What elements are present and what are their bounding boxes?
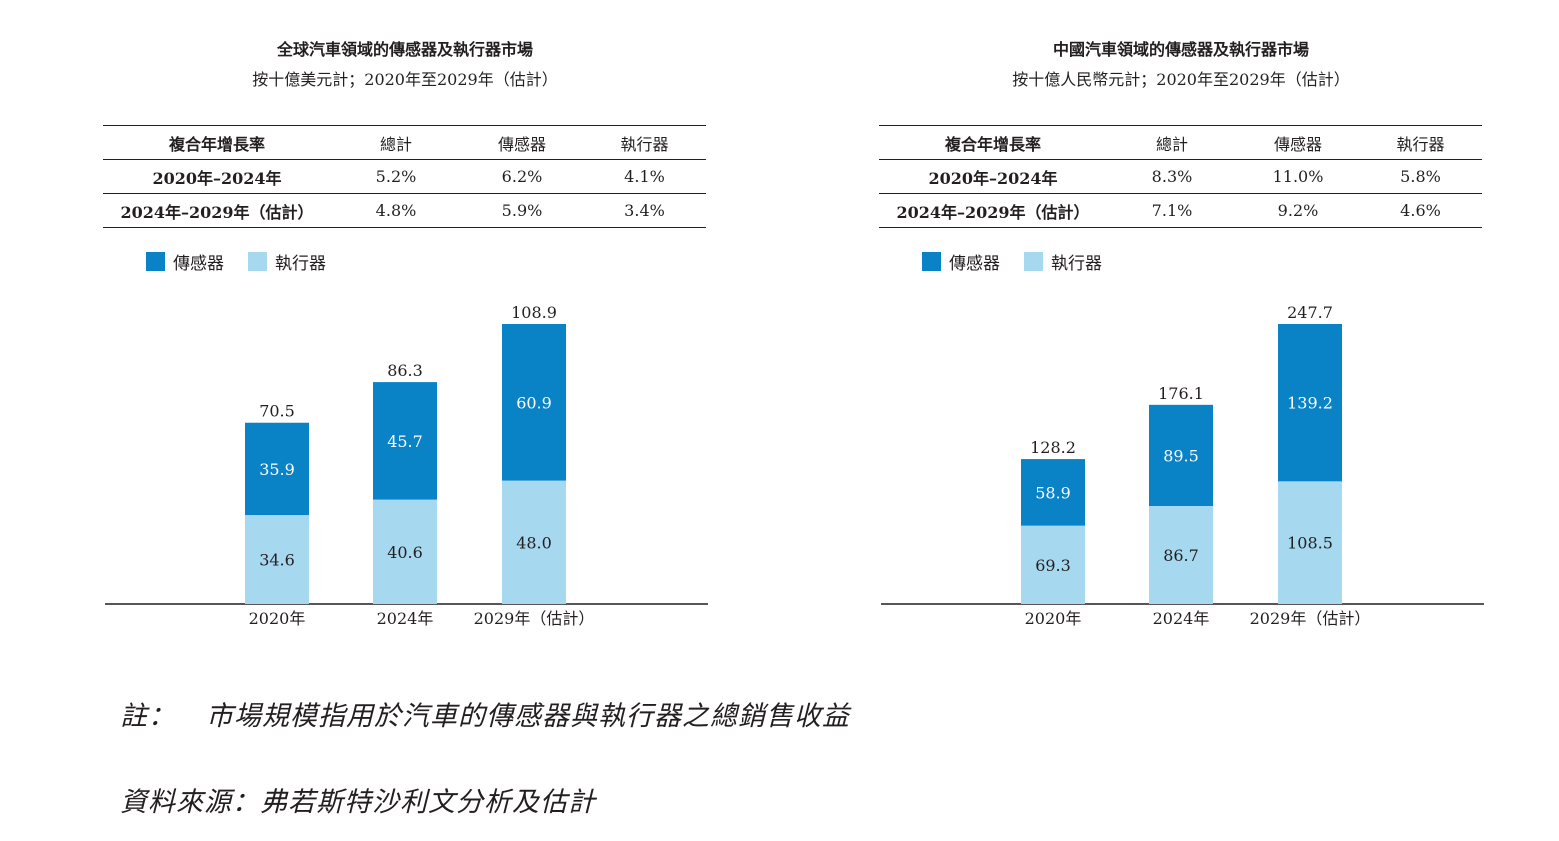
table-cell: 4.8% — [331, 193, 461, 228]
legend-item-actuator: 執行器 — [248, 249, 326, 274]
table-header: 執行器 — [1359, 125, 1482, 160]
bar-total-label: 128.2 — [1030, 438, 1076, 457]
footnote-text: 市場規模指用於汽車的傳感器與執行器之總銷售收益 — [206, 701, 850, 732]
table-header: 複合年增長率 — [103, 125, 331, 160]
bar-actuator — [245, 515, 309, 604]
bar-sensor — [373, 382, 437, 500]
table-row: 2024年–2029年（估計） 7.1% 9.2% 4.6% — [879, 193, 1482, 228]
bar-actuator — [1278, 481, 1342, 604]
legend-item-sensor: 傳感器 — [922, 249, 1000, 274]
bar-actuator — [1149, 505, 1213, 604]
table-header: 總計 — [331, 125, 461, 160]
bar-label-sensor: 139.2 — [1287, 394, 1333, 413]
bar-label-actuator: 48.0 — [516, 533, 552, 552]
chart-title: 中國汽車領域的傳感器及執行器市場 — [1052, 40, 1309, 59]
table-cell: 6.2% — [461, 159, 583, 194]
x-tick-label: 2024年 — [377, 609, 434, 628]
bar-total-label: 86.3 — [387, 361, 423, 380]
bar-label-actuator: 34.6 — [259, 551, 295, 570]
table-cell: 5.8% — [1359, 159, 1482, 194]
table-cell: 11.0% — [1237, 159, 1359, 194]
bar-sensor — [502, 324, 566, 481]
chart-subtitle: 按十億人民幣元計；2020年至2029年（估計） — [1012, 70, 1350, 89]
table-row: 2024年–2029年（估計） 4.8% 5.9% 3.4% — [103, 193, 706, 228]
bar-total-label: 108.9 — [511, 303, 557, 322]
table-header: 複合年增長率 — [879, 125, 1107, 160]
table-cell: 2020年–2024年 — [879, 159, 1107, 194]
table-header-row: 複合年增長率 總計 傳感器 執行器 — [879, 125, 1482, 160]
legend-label: 傳感器 — [173, 254, 224, 274]
table-cell: 7.1% — [1107, 193, 1237, 228]
chart-title: 全球汽車領域的傳感器及執行器市場 — [276, 40, 533, 59]
bar-sensor — [1149, 404, 1213, 506]
legend-swatch-actuator — [248, 252, 267, 271]
bar-label-actuator: 40.6 — [387, 543, 423, 562]
table-header: 傳感器 — [461, 125, 583, 160]
cagr-table: 複合年增長率 總計 傳感器 執行器 2020年–2024年 5.2% 6.2% … — [103, 125, 706, 228]
x-tick-label: 2020年 — [249, 609, 306, 628]
legend-label: 執行器 — [275, 254, 326, 274]
chart-subtitle: 按十億美元計；2020年至2029年（估計） — [252, 70, 558, 89]
bar-label-actuator: 86.7 — [1163, 546, 1199, 565]
x-tick-label: 2024年 — [1153, 609, 1210, 628]
bar-actuator — [502, 480, 566, 604]
table-cell: 2020年–2024年 — [103, 159, 331, 194]
table-cell: 4.1% — [583, 159, 706, 194]
legend-swatch-actuator — [1024, 252, 1043, 271]
x-tick-label: 2029年（估計） — [474, 609, 595, 628]
table-cell: 4.6% — [1359, 193, 1482, 228]
bar-label-sensor: 35.9 — [259, 460, 295, 479]
bar-sensor — [1021, 459, 1085, 526]
bar-total-label: 247.7 — [1287, 303, 1333, 322]
chart-legend: 傳感器 執行器 — [922, 249, 1126, 274]
table-row: 2020年–2024年 8.3% 11.0% 5.8% — [879, 159, 1482, 194]
bar-total-label: 70.5 — [259, 402, 295, 421]
china-market-panel: 中國汽車領域的傳感器及執行器市場 按十億人民幣元計；2020年至2029年（估計… — [876, 0, 1486, 640]
footnote: 註： 市場規模指用於汽車的傳感器與執行器之總銷售收益 — [120, 694, 850, 733]
legend-swatch-sensor — [146, 252, 165, 271]
bar-actuator — [1021, 525, 1085, 604]
bar-sensor — [245, 422, 309, 516]
chart-legend: 傳感器 執行器 — [146, 249, 350, 274]
x-tick-label: 2029年（估計） — [1250, 609, 1371, 628]
legend-swatch-sensor — [922, 252, 941, 271]
table-cell: 5.9% — [461, 193, 583, 228]
table-cell: 5.2% — [331, 159, 461, 194]
bar-label-actuator: 108.5 — [1287, 534, 1333, 553]
legend-label: 傳感器 — [949, 254, 1000, 274]
table-cell: 2024年–2029年（估計） — [103, 193, 331, 228]
table-cell: 8.3% — [1107, 159, 1237, 194]
bar-label-sensor: 89.5 — [1163, 446, 1199, 465]
bar-actuator — [373, 499, 437, 604]
table-header: 執行器 — [583, 125, 706, 160]
bar-sensor — [1278, 324, 1342, 482]
table-row: 2020年–2024年 5.2% 6.2% 4.1% — [103, 159, 706, 194]
legend-item-sensor: 傳感器 — [146, 249, 224, 274]
bar-total-label: 176.1 — [1158, 384, 1204, 403]
table-header: 總計 — [1107, 125, 1237, 160]
x-tick-label: 2020年 — [1025, 609, 1082, 628]
china-bar-chart: 69.3 58.9 128.2 2020年 86.7 89.5 176.1 2024年 108.… — [881, 303, 1484, 628]
legend-item-actuator: 執行器 — [1024, 249, 1102, 274]
cagr-table: 複合年增長率 總計 傳感器 執行器 2020年–2024年 8.3% 11.0%… — [879, 125, 1482, 228]
bar-label-sensor: 58.9 — [1035, 483, 1071, 502]
table-cell: 3.4% — [583, 193, 706, 228]
table-header-row: 複合年增長率 總計 傳感器 執行器 — [103, 125, 706, 160]
table-cell: 9.2% — [1237, 193, 1359, 228]
bar-label-sensor: 60.9 — [516, 393, 552, 412]
bar-label-sensor: 45.7 — [387, 432, 423, 451]
footnote-label: 註： — [120, 701, 176, 732]
global-bar-chart: 34.6 35.9 70.5 2020年 40.6 45.7 86.3 2024年 48.0 60… — [105, 303, 708, 628]
bar-label-actuator: 69.3 — [1035, 556, 1071, 575]
table-cell: 2024年–2029年（估計） — [879, 193, 1107, 228]
global-market-panel: 全球汽車領域的傳感器及執行器市場 按十億美元計；2020年至2029年（估計） … — [100, 0, 710, 640]
source-note: 資料來源：弗若斯特沙利文分析及估計 — [120, 787, 596, 818]
legend-label: 執行器 — [1051, 254, 1102, 274]
table-header: 傳感器 — [1237, 125, 1359, 160]
